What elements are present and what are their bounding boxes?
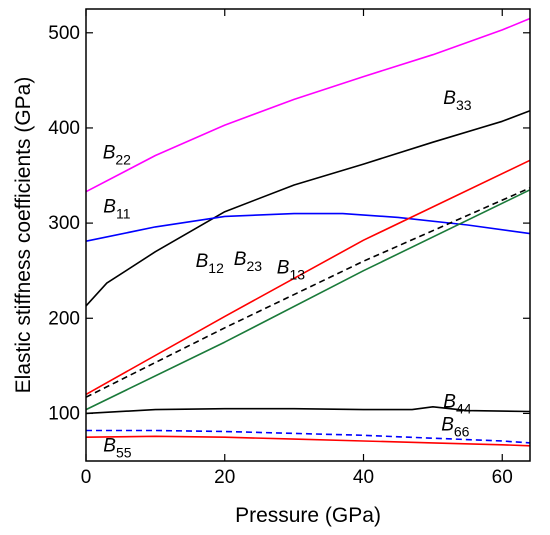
series-label-b13: B13 [277,258,305,283]
tick-layer: 0 20 40 60 100 200 300 400 500 [48,9,530,488]
series-label-b22: B22 [103,142,131,167]
x-tick-label: 0 [81,467,92,488]
y-tick-label: 400 [48,118,80,139]
y-axis-title: Elastic stiffness coefficients (GPa) [12,77,35,394]
y-tick-label: 300 [48,213,80,234]
series-label-b23: B23 [234,249,262,274]
series-line-b22 [85,17,531,193]
series-line-b23 [85,187,531,398]
x-tick-label: 40 [353,467,374,488]
series-label-b33: B33 [443,88,471,113]
series-line-b11 [85,212,531,242]
series-line-b12 [85,159,531,396]
series-label-b44: B44 [443,392,471,417]
series-line-b55 [85,435,531,447]
x-tick-label: 20 [214,467,235,488]
y-tick-label: 200 [48,308,80,329]
plot-frame [85,8,531,462]
series-line-b66 [86,429,531,444]
series-line-b13 [85,189,531,411]
series-label-b66: B66 [441,415,469,440]
x-tick-label: 60 [492,467,513,488]
y-tick-label: 500 [48,23,80,44]
series-line-b33 [85,110,531,307]
series-layer [85,17,531,447]
series-label-b12: B12 [196,251,224,276]
series-line-b44 [85,405,531,415]
series-label-b11: B11 [103,197,130,222]
y-tick-label: 100 [48,403,80,424]
series-label-b55: B55 [103,436,131,461]
x-axis-title: Pressure (GPa) [235,504,381,527]
